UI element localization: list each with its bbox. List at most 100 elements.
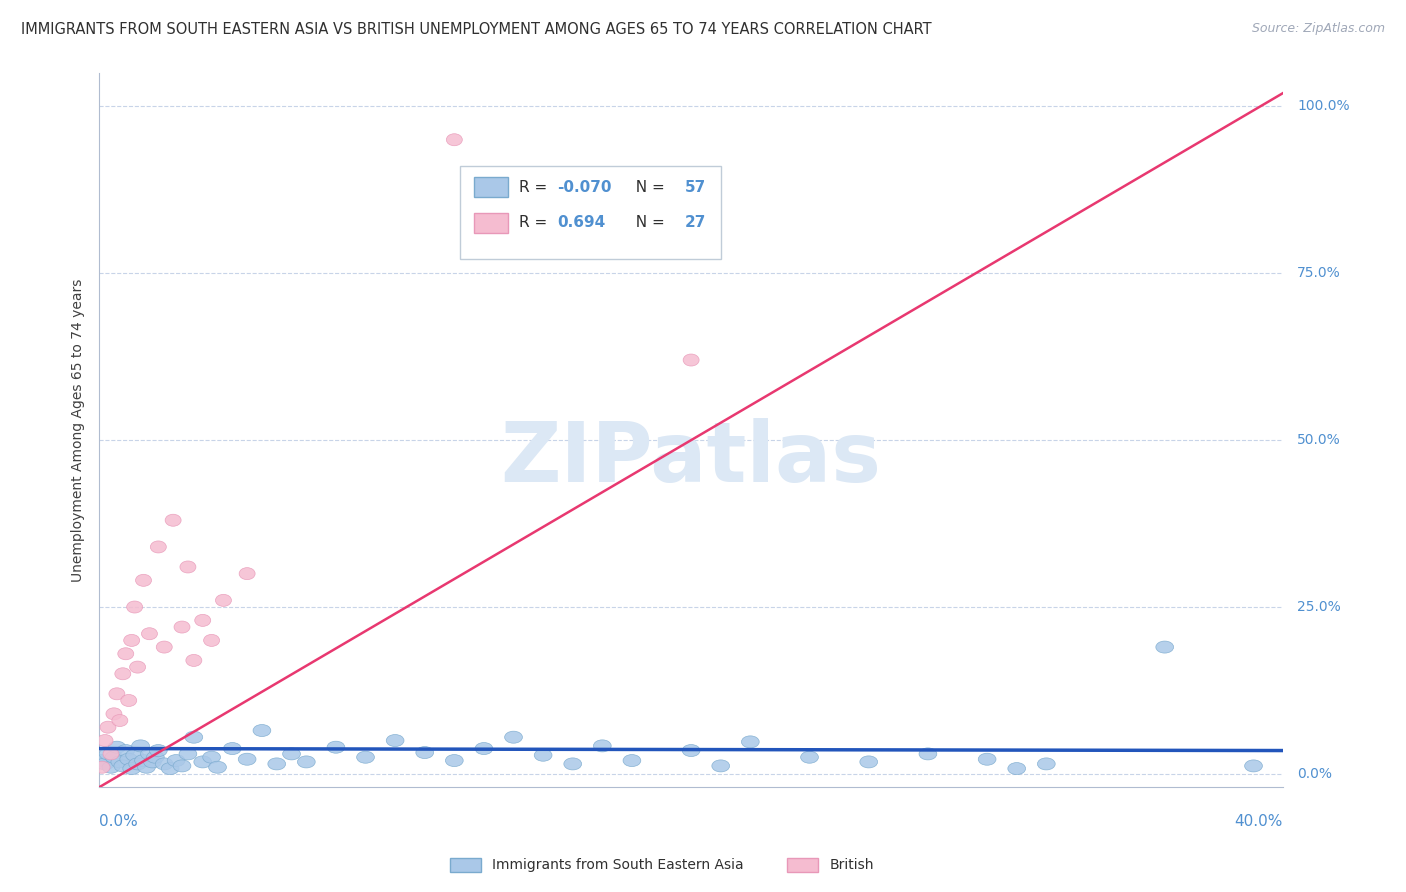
Text: Source: ZipAtlas.com: Source: ZipAtlas.com	[1251, 22, 1385, 36]
Ellipse shape	[111, 756, 129, 768]
FancyBboxPatch shape	[474, 178, 508, 197]
Ellipse shape	[108, 688, 125, 700]
Ellipse shape	[416, 747, 433, 758]
Text: 27: 27	[685, 216, 707, 230]
Ellipse shape	[115, 668, 131, 680]
Text: 50.0%: 50.0%	[1298, 434, 1341, 447]
Ellipse shape	[165, 514, 181, 526]
Ellipse shape	[167, 755, 186, 766]
Ellipse shape	[253, 724, 271, 737]
Ellipse shape	[103, 761, 120, 773]
Ellipse shape	[94, 761, 110, 773]
Ellipse shape	[114, 760, 132, 772]
Ellipse shape	[180, 561, 195, 573]
Text: IMMIGRANTS FROM SOUTH EASTERN ASIA VS BRITISH UNEMPLOYMENT AMONG AGES 65 TO 74 Y: IMMIGRANTS FROM SOUTH EASTERN ASIA VS BR…	[21, 22, 932, 37]
Ellipse shape	[112, 714, 128, 726]
Ellipse shape	[711, 760, 730, 772]
Text: British: British	[830, 858, 875, 872]
Ellipse shape	[174, 621, 190, 633]
Ellipse shape	[979, 753, 995, 765]
Text: 0.0%: 0.0%	[1298, 767, 1333, 780]
Text: R =: R =	[519, 216, 553, 230]
Ellipse shape	[127, 601, 142, 613]
Ellipse shape	[298, 756, 315, 768]
Text: 75.0%: 75.0%	[1298, 266, 1341, 280]
Text: 0.0%: 0.0%	[100, 814, 138, 829]
Ellipse shape	[100, 721, 117, 733]
Ellipse shape	[156, 758, 173, 770]
Ellipse shape	[239, 567, 254, 580]
Ellipse shape	[623, 755, 641, 766]
Ellipse shape	[149, 745, 167, 756]
FancyBboxPatch shape	[474, 213, 508, 233]
Ellipse shape	[564, 758, 582, 770]
Ellipse shape	[741, 736, 759, 747]
Ellipse shape	[860, 756, 877, 768]
Ellipse shape	[121, 695, 136, 706]
Ellipse shape	[141, 747, 159, 760]
Ellipse shape	[1008, 763, 1025, 774]
Ellipse shape	[100, 747, 117, 760]
Ellipse shape	[173, 760, 191, 772]
Ellipse shape	[150, 541, 166, 553]
Ellipse shape	[208, 761, 226, 773]
Ellipse shape	[162, 763, 179, 774]
Ellipse shape	[238, 753, 256, 765]
Ellipse shape	[105, 708, 122, 720]
Ellipse shape	[97, 734, 112, 747]
Ellipse shape	[146, 751, 165, 764]
Ellipse shape	[135, 755, 152, 766]
Ellipse shape	[132, 739, 149, 752]
Ellipse shape	[682, 745, 700, 756]
Ellipse shape	[534, 749, 553, 761]
Y-axis label: Unemployment Among Ages 65 to 74 years: Unemployment Among Ages 65 to 74 years	[72, 278, 86, 582]
Ellipse shape	[283, 747, 301, 760]
Ellipse shape	[215, 594, 232, 607]
Ellipse shape	[475, 742, 494, 755]
Ellipse shape	[96, 758, 114, 770]
Ellipse shape	[204, 634, 219, 647]
Ellipse shape	[129, 758, 146, 770]
Ellipse shape	[124, 634, 139, 647]
Ellipse shape	[118, 648, 134, 660]
Text: 57: 57	[685, 180, 706, 194]
Ellipse shape	[122, 763, 141, 774]
Text: 0.694: 0.694	[557, 216, 606, 230]
Text: R =: R =	[519, 180, 553, 194]
Text: N =: N =	[626, 216, 669, 230]
Ellipse shape	[143, 756, 162, 768]
Text: ZIPatlas: ZIPatlas	[501, 418, 882, 500]
Ellipse shape	[120, 753, 138, 765]
Ellipse shape	[194, 756, 212, 768]
Text: N =: N =	[626, 180, 669, 194]
Ellipse shape	[156, 641, 173, 653]
Ellipse shape	[505, 731, 523, 743]
Ellipse shape	[186, 731, 202, 743]
Ellipse shape	[920, 747, 936, 760]
Ellipse shape	[1156, 641, 1174, 653]
Ellipse shape	[1244, 760, 1263, 772]
Text: Immigrants from South Eastern Asia: Immigrants from South Eastern Asia	[492, 858, 744, 872]
Ellipse shape	[138, 761, 156, 773]
Ellipse shape	[195, 615, 211, 626]
Ellipse shape	[103, 747, 120, 760]
Ellipse shape	[1038, 758, 1054, 770]
Text: -0.070: -0.070	[557, 180, 612, 194]
Ellipse shape	[142, 628, 157, 640]
Ellipse shape	[446, 755, 463, 766]
Ellipse shape	[108, 741, 125, 753]
Ellipse shape	[125, 749, 143, 761]
Ellipse shape	[179, 747, 197, 760]
Ellipse shape	[269, 758, 285, 770]
Ellipse shape	[135, 574, 152, 586]
Ellipse shape	[683, 354, 699, 366]
Ellipse shape	[186, 655, 202, 666]
Text: 40.0%: 40.0%	[1234, 814, 1284, 829]
Ellipse shape	[93, 755, 111, 766]
Text: 25.0%: 25.0%	[1298, 600, 1341, 614]
Ellipse shape	[446, 134, 463, 145]
Ellipse shape	[224, 742, 242, 755]
Ellipse shape	[357, 751, 374, 764]
FancyBboxPatch shape	[460, 166, 721, 259]
Ellipse shape	[129, 661, 146, 673]
